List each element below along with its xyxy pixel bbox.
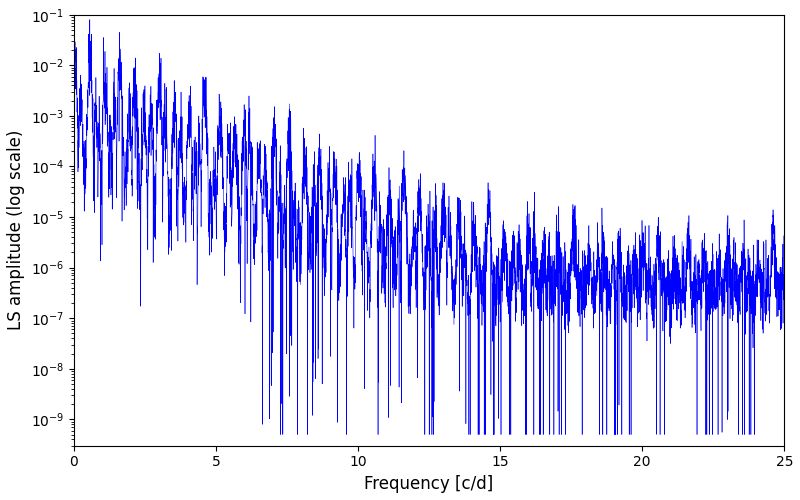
X-axis label: Frequency [c/d]: Frequency [c/d]: [364, 475, 494, 493]
Y-axis label: LS amplitude (log scale): LS amplitude (log scale): [7, 130, 25, 330]
